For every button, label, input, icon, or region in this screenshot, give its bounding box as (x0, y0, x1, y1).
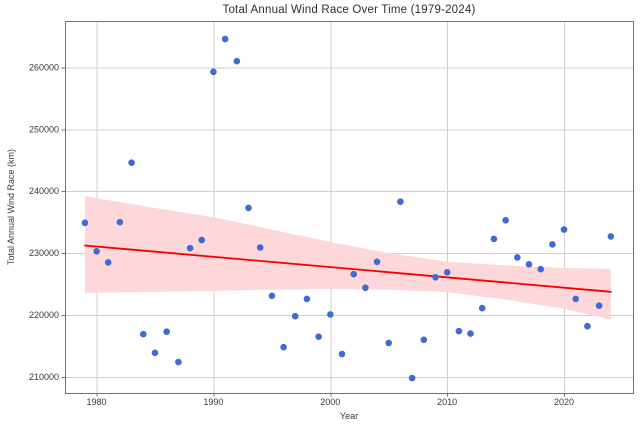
data-point (607, 233, 615, 240)
data-point (560, 226, 568, 233)
data-point (397, 198, 404, 205)
data-point (525, 261, 533, 268)
y-axis-label-text: Total Annual Wind Race (km) (6, 148, 16, 266)
data-point (245, 204, 252, 212)
data-point (128, 159, 135, 166)
data-point (291, 312, 299, 320)
data-point (315, 333, 322, 341)
y-tick-label: 250000 (29, 124, 59, 134)
data-point (432, 274, 439, 281)
trend-line (83, 244, 612, 293)
data-point (350, 270, 358, 278)
data-point (549, 241, 556, 248)
data-point (362, 284, 369, 292)
data-point (385, 339, 393, 347)
data-point (93, 248, 100, 255)
data-point (478, 304, 486, 312)
data-point (373, 258, 381, 266)
data-point (280, 343, 287, 351)
x-tick-label: 2000 (320, 397, 340, 407)
data-point (537, 265, 544, 273)
x-tick-label: 2020 (554, 397, 574, 407)
data-point (572, 295, 579, 303)
data-point (221, 35, 229, 43)
data-point (81, 219, 89, 227)
data-point (584, 322, 591, 330)
data-point (514, 254, 521, 261)
data-point (467, 330, 474, 337)
data-point (338, 350, 346, 358)
data-point (455, 327, 463, 335)
data-point (268, 292, 276, 300)
data-point (256, 244, 264, 251)
y-tick-label: 230000 (29, 248, 59, 258)
x-axis-label: Year (339, 411, 359, 421)
data-point (116, 218, 124, 226)
data-point (140, 330, 147, 338)
x-tick-label: 1990 (203, 397, 223, 407)
data-point (104, 259, 112, 266)
plot-frame (65, 21, 634, 394)
data-point (151, 349, 159, 357)
data-point (175, 358, 182, 366)
data-point (198, 236, 205, 244)
data-point (502, 217, 509, 224)
y-tick-label: 220000 (29, 310, 59, 320)
data-point (327, 311, 334, 318)
confidence-band (84, 196, 611, 320)
y-tick-label: 240000 (29, 186, 59, 196)
data-point (163, 328, 170, 336)
data-point (233, 57, 241, 65)
data-point (420, 336, 428, 344)
data-point (186, 244, 194, 252)
chart-title: Total Annual Wind Race Over Time (1979-2… (222, 4, 476, 16)
data-point (490, 235, 498, 243)
y-tick-label: 210000 (29, 372, 59, 382)
data-point (210, 68, 217, 76)
data-point (595, 302, 603, 310)
data-point (443, 269, 451, 276)
x-tick-label: 2010 (437, 397, 457, 407)
data-point (408, 374, 416, 382)
x-tick-label: 1980 (87, 397, 107, 407)
data-point (303, 295, 311, 303)
y-tick-label: 260000 (29, 62, 59, 72)
